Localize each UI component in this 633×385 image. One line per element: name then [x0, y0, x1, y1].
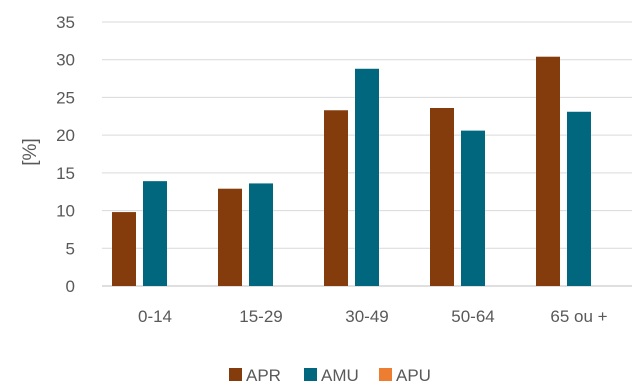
bar-amu-30-49: [355, 68, 379, 286]
legend-label-amu: AMU: [321, 366, 359, 385]
y-tick-label: 35: [56, 13, 75, 32]
y-tick-label: 0: [66, 277, 75, 296]
x-tick-label: 0-14: [138, 307, 172, 326]
bar-apr-50-64: [430, 107, 454, 286]
y-tick-label: 25: [56, 88, 75, 107]
x-tick-label: 15-29: [239, 307, 282, 326]
bar-apr-65 ou +: [536, 56, 560, 286]
y-tick-label: 20: [56, 126, 75, 145]
bar-amu-0-14: [143, 181, 167, 286]
bar-apr-0-14: [112, 212, 136, 286]
bar-apr-30-49: [324, 110, 348, 286]
y-tick-label: 30: [56, 51, 75, 70]
x-axis: 0-14 15-29 30-49 50-64 65 ou +: [138, 307, 608, 326]
y-axis: 0 5 10 15 20 25 30 35: [56, 13, 75, 296]
legend-label-apu: APU: [396, 366, 431, 385]
x-tick-label: 50-64: [451, 307, 494, 326]
bar-amu-15-29: [249, 183, 273, 286]
legend-swatch-apu: [379, 368, 392, 381]
bar-apr-15-29: [218, 188, 242, 286]
legend: APR AMU APU: [229, 366, 431, 385]
y-tick-label: 10: [56, 202, 75, 221]
x-tick-label: 30-49: [345, 307, 388, 326]
bar-amu-65 ou +: [567, 111, 591, 286]
x-tick-label: 65 ou +: [550, 307, 607, 326]
y-tick-label: 15: [56, 164, 75, 183]
legend-label-apr: APR: [246, 366, 281, 385]
y-tick-label: 5: [66, 239, 75, 258]
bar-amu-50-64: [461, 130, 485, 286]
bars: [112, 56, 591, 286]
legend-swatch-amu: [304, 368, 317, 381]
legend-swatch-apr: [229, 368, 242, 381]
y-axis-title: [%]: [20, 138, 41, 165]
